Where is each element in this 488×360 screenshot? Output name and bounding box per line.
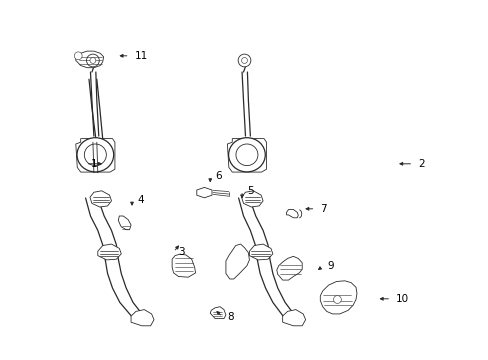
- Circle shape: [241, 58, 247, 63]
- Circle shape: [333, 296, 341, 303]
- Circle shape: [238, 54, 250, 67]
- Text: 2: 2: [417, 159, 424, 169]
- Polygon shape: [241, 191, 263, 207]
- Text: 10: 10: [395, 294, 408, 304]
- Polygon shape: [98, 244, 121, 260]
- Polygon shape: [276, 256, 302, 280]
- Polygon shape: [196, 188, 212, 198]
- Ellipse shape: [84, 144, 106, 166]
- Text: 5: 5: [246, 186, 253, 196]
- Polygon shape: [227, 139, 266, 172]
- Ellipse shape: [236, 144, 258, 166]
- Circle shape: [74, 52, 82, 60]
- Circle shape: [90, 58, 96, 63]
- Text: 8: 8: [227, 312, 234, 322]
- Polygon shape: [210, 307, 225, 319]
- Text: 11: 11: [134, 51, 147, 61]
- Polygon shape: [249, 244, 272, 260]
- Polygon shape: [172, 254, 195, 277]
- Ellipse shape: [228, 138, 265, 172]
- Polygon shape: [131, 310, 154, 326]
- Polygon shape: [118, 216, 131, 230]
- Text: 6: 6: [215, 171, 222, 181]
- Text: 4: 4: [137, 195, 143, 205]
- Polygon shape: [76, 51, 103, 68]
- Text: 9: 9: [327, 261, 334, 271]
- Circle shape: [86, 54, 99, 67]
- Polygon shape: [286, 210, 298, 218]
- Polygon shape: [282, 310, 305, 326]
- Polygon shape: [225, 244, 249, 279]
- Text: 3: 3: [178, 247, 185, 257]
- Ellipse shape: [77, 138, 113, 172]
- Text: 7: 7: [320, 204, 326, 214]
- Polygon shape: [320, 281, 356, 314]
- Polygon shape: [90, 191, 111, 207]
- Polygon shape: [76, 139, 115, 172]
- Text: 1: 1: [90, 159, 97, 169]
